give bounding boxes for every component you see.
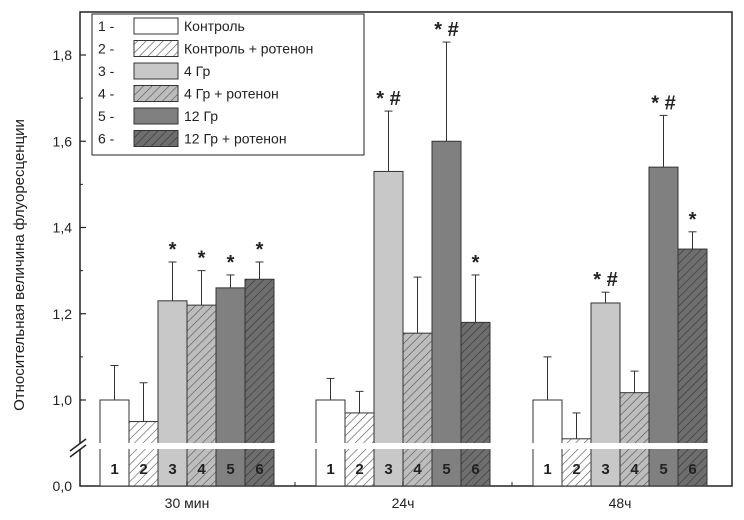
x-tick-label: 30 мин	[165, 495, 210, 511]
bar-id-label: 5	[226, 461, 234, 478]
legend-label: Контроль	[184, 18, 245, 34]
bar-id-label: 6	[688, 461, 696, 478]
bar	[677, 248, 708, 487]
legend-label: 4 Гр + ротенон	[184, 86, 279, 102]
significance-mark: *	[256, 239, 264, 261]
legend-swatch	[133, 130, 179, 147]
significance-mark: *	[227, 252, 235, 274]
legend-swatch	[133, 107, 179, 125]
significance-mark: * #	[593, 269, 617, 291]
y-tick-label-zero: 0,0	[53, 478, 73, 494]
bar	[373, 170, 404, 487]
bar	[402, 332, 433, 487]
y-tick-label: 1,0	[53, 392, 73, 408]
legend-prefix: 5 -	[98, 108, 115, 124]
y-tick-label: 1,6	[53, 133, 73, 149]
plot-area: 1,01,21,41,61,80,0** #* #* ** #* #***1 1 12…	[53, 11, 733, 511]
significance-mark: * #	[434, 19, 458, 41]
bar-id-label: 4	[630, 461, 639, 478]
legend-swatch	[133, 40, 179, 57]
significance-mark: *	[472, 252, 480, 274]
legend-swatch	[133, 62, 179, 80]
axis-break-mark	[69, 438, 87, 452]
significance-mark: * #	[376, 88, 400, 110]
y-tick-label: 1,2	[53, 306, 73, 322]
bar-id-label: 2	[139, 461, 147, 478]
bar-id-label: 1	[543, 461, 551, 478]
y-axis-label: Относительная величина флуоресценции	[11, 119, 28, 411]
bar-id-label: 4	[413, 461, 422, 478]
y-tick-label: 1,4	[53, 220, 73, 236]
bar-id-label: 1	[110, 461, 118, 478]
legend-prefix: 4 -	[98, 86, 115, 102]
legend-swatch	[133, 17, 179, 35]
bar-id-label: 2	[572, 461, 580, 478]
bar-id-label: 6	[255, 461, 263, 478]
axis-break-band	[68, 443, 726, 449]
legend-swatch	[133, 85, 179, 102]
bar	[244, 278, 275, 487]
bar	[128, 421, 159, 487]
legend: 1 - Контроль 2 - Контроль + ротенон 3 - 4 Гр 4…	[91, 13, 365, 156]
bar-id-label: 6	[471, 461, 479, 478]
significance-mark: *	[198, 248, 206, 270]
legend-label: 12 Гр + ротенон	[184, 131, 287, 147]
bar-id-label: 3	[601, 461, 609, 478]
significance-mark: *	[689, 209, 697, 231]
bar-id-label: 4	[197, 461, 206, 478]
bar-id-label: 2	[355, 461, 363, 478]
axis-break-mark	[69, 444, 87, 458]
legend-prefix: 3 -	[98, 63, 115, 79]
y-tick-label: 1,8	[53, 47, 73, 63]
x-tick-label: 24ч	[392, 495, 415, 511]
legend-prefix: 6 -	[98, 131, 115, 147]
bar	[648, 166, 679, 487]
x-tick-label: 48ч	[609, 495, 632, 511]
bar-id-label: 5	[659, 461, 667, 478]
legend-label: 12 Гр	[184, 108, 218, 124]
bar-id-label: 3	[168, 461, 176, 478]
bar-id-label: 3	[384, 461, 392, 478]
bar	[460, 321, 491, 487]
legend-prefix: 1 -	[98, 18, 115, 34]
bar-id-label: 5	[442, 461, 450, 478]
significance-mark: * #	[651, 92, 675, 114]
bar	[431, 140, 462, 487]
bar-id-label: 1	[326, 461, 334, 478]
bar	[186, 304, 217, 487]
bar	[619, 392, 650, 487]
legend-prefix: 2 -	[98, 41, 115, 57]
legend-label: 4 Гр	[184, 63, 210, 79]
bar	[215, 287, 246, 487]
significance-mark: *	[169, 239, 177, 261]
bar	[157, 300, 188, 487]
bar	[590, 302, 621, 487]
legend-label: Контроль + ротенон	[184, 41, 313, 57]
